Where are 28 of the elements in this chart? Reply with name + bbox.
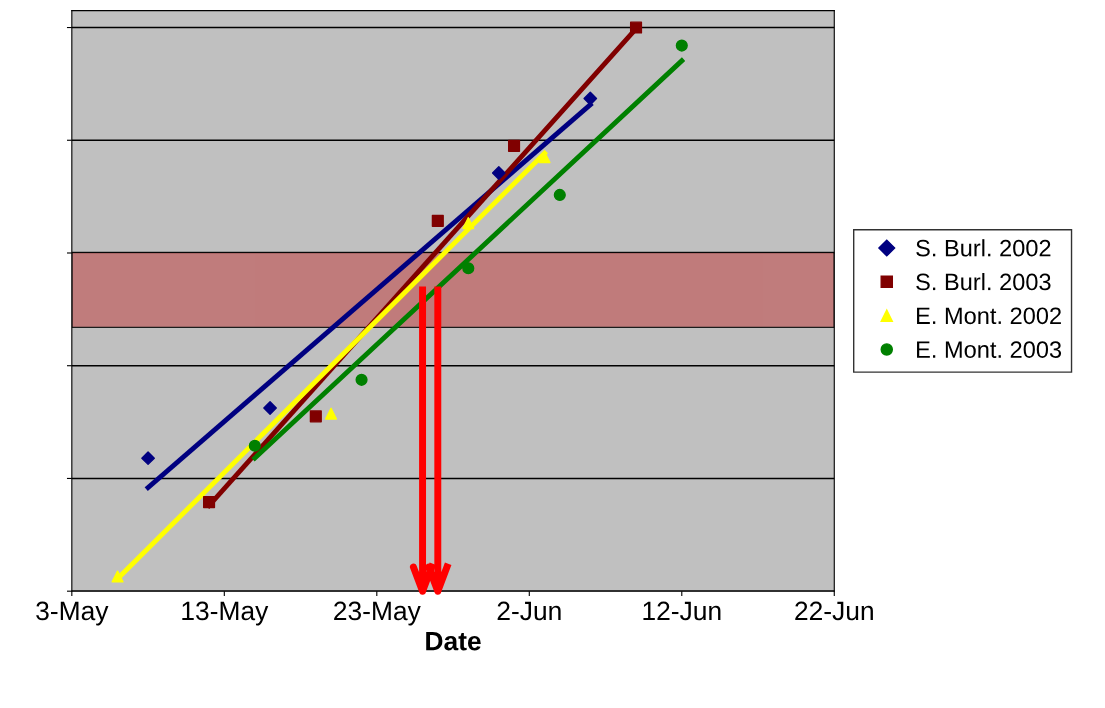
point <box>553 188 566 202</box>
point <box>431 214 444 227</box>
x-tick-label: 23-May <box>334 601 421 626</box>
point <box>202 496 216 509</box>
legend-label: E. Mont. 2003 <box>917 341 1062 358</box>
point <box>111 570 124 583</box>
point <box>263 401 277 415</box>
point <box>462 262 475 275</box>
point <box>491 166 506 180</box>
point <box>141 451 155 466</box>
point <box>629 21 643 34</box>
legend-label: E. Mont. 2002 <box>917 307 1061 325</box>
x-axis-title: Date <box>426 632 481 651</box>
legend-label: S. Burl. 2002 <box>916 239 1051 257</box>
point <box>462 217 475 230</box>
point <box>309 410 322 423</box>
point <box>355 373 368 386</box>
legend-label: S. Burl. 2003 <box>916 272 1051 291</box>
x-tick-label: 22-Jun <box>795 601 873 621</box>
point <box>675 39 688 52</box>
x-tick-label: 13-May <box>182 601 269 626</box>
point <box>507 139 521 152</box>
point <box>324 407 338 420</box>
point <box>583 91 598 106</box>
point <box>248 439 261 452</box>
x-tick-label: 3-May <box>36 601 109 626</box>
x-tick-label: 2-Jun <box>497 601 561 621</box>
x-tick-label: 12-Jun <box>643 601 721 621</box>
